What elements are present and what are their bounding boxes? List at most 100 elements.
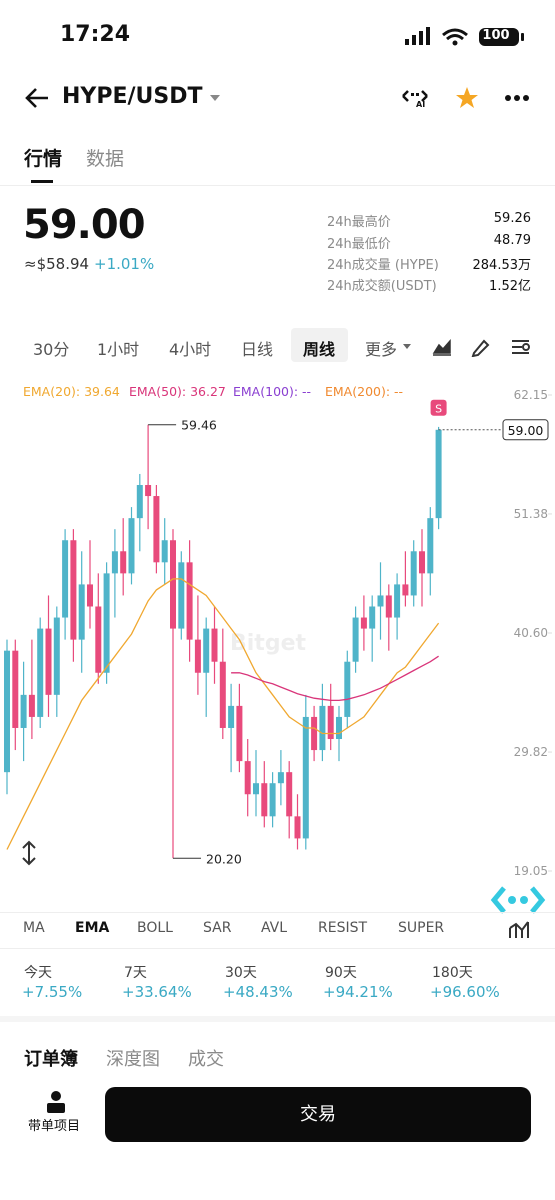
ai-label: AI [416,100,426,109]
indicator-tab[interactable]: SUPER [398,920,445,936]
interval[interactable]: 30分 [33,340,70,359]
divider [0,948,555,949]
book-tab[interactable]: 深度图 [106,1049,160,1070]
stat-label: 24h最低价 [327,237,391,252]
indicator-tab[interactable]: MA [23,920,45,936]
legend-entry: EMA(20): 39.64 [23,384,120,399]
candle-body [186,562,193,640]
candle-body [302,716,309,839]
candle-body [344,661,351,717]
indicator-settings[interactable] [508,918,530,940]
perf-value: +96.60% [430,983,500,1001]
candle-body [253,783,259,795]
candle-body [394,584,401,618]
perf-label: 180天 [432,965,473,981]
watermark: Bitget [230,631,306,656]
copy-trade-label[interactable]: 带单项目 [28,1119,81,1134]
book-tab-active[interactable]: 订单簿 [24,1049,78,1070]
perf-label: 7天 [124,965,147,981]
price-change: +1.01% [94,255,155,273]
candle-body [161,540,168,563]
candle-body [20,694,27,728]
candle-body [62,540,69,618]
candle-body [385,595,392,618]
candle-body [286,772,293,817]
candle-body [178,562,185,629]
trade-button[interactable]: 交易 [105,1087,531,1142]
perf-value: +48.43% [223,983,293,1001]
indicator-tab[interactable]: RESIST [318,920,368,936]
y-tick-label: 29.82 [514,745,548,759]
candle-body [261,783,268,817]
candle-body [136,485,143,519]
last-price: 59.00 [23,202,146,248]
candle-body [294,816,301,839]
divider [0,912,555,913]
chart-tools[interactable] [432,337,532,357]
candle-body [402,584,409,596]
scale-toggle[interactable] [18,840,40,866]
candle-body [70,540,77,640]
legend-entry: EMA(200): -- [325,384,403,399]
interval[interactable]: 1小时 [97,340,140,359]
candle-body [369,606,376,629]
interval[interactable]: 4小时 [169,340,212,359]
candle-body [111,551,118,574]
book-tab[interactable]: 成交 [188,1049,224,1070]
y-tick-label: 51.38 [514,507,548,521]
favorite-star[interactable] [455,86,479,110]
candle-body [419,551,425,574]
y-tick-label: 62.15 [514,388,548,402]
candle-body [120,551,127,574]
candle-body [360,617,367,629]
more-menu[interactable] [505,94,529,102]
candle-body [352,617,359,662]
candle-body [128,518,135,574]
last-price-label: 59.00 [508,423,544,438]
indicator-tab[interactable]: BOLL [137,920,173,936]
indicator-tab[interactable]: AVL [261,920,288,936]
indicator-tab[interactable]: SAR [203,920,232,936]
tab[interactable]: 数据 [86,148,125,170]
perf-value: +33.64% [122,983,192,1001]
y-tick-label: 40.60 [514,626,548,640]
candle-body [435,429,442,519]
candle-body [37,628,44,717]
bitget-logo [490,886,546,914]
candle-body [244,761,251,795]
tab-active[interactable]: 行情 [24,148,63,170]
indicator-tab-active[interactable]: EMA [75,920,110,936]
candle-body [103,573,110,673]
candle-body [4,650,10,773]
candle-body [153,496,160,563]
candle-body [277,772,284,784]
candle-body [327,705,334,740]
divider [0,185,555,186]
candle-body [410,551,417,596]
status-time: 17:24 [60,22,131,47]
candle-body [236,705,243,762]
candle-body [45,628,52,695]
legend-entry: EMA(100): -- [233,384,311,399]
candlestick-chart[interactable]: Bitget 62.15 51.38 40.60 29.82 19.05 EMA(20): … [0,378,555,883]
stat-label: 24h成交量 (HYPE) [327,258,439,273]
perf-label: 30天 [225,965,257,981]
candle-body [194,639,201,673]
stat-label: 24h成交额(USDT) [327,279,437,294]
stat-value: 59.26 [493,211,531,226]
stat-value: 1.52亿 [489,279,531,294]
copy-icon[interactable] [46,1090,66,1114]
interval[interactable]: 日线 [241,340,274,359]
candle-body [170,540,176,629]
pair-dropdown[interactable] [209,93,221,103]
section-gap [0,1016,555,1022]
interval-more[interactable]: 更多 [365,340,398,359]
ai-icon[interactable] [401,88,429,104]
back-button[interactable] [24,86,50,110]
candle-body [145,485,152,497]
interval-active[interactable]: 周线 [303,340,336,359]
more-arrow [403,344,411,349]
stat-label: 24h最高价 [327,215,391,230]
pair-title[interactable]: HYPE/USDT [62,84,203,109]
